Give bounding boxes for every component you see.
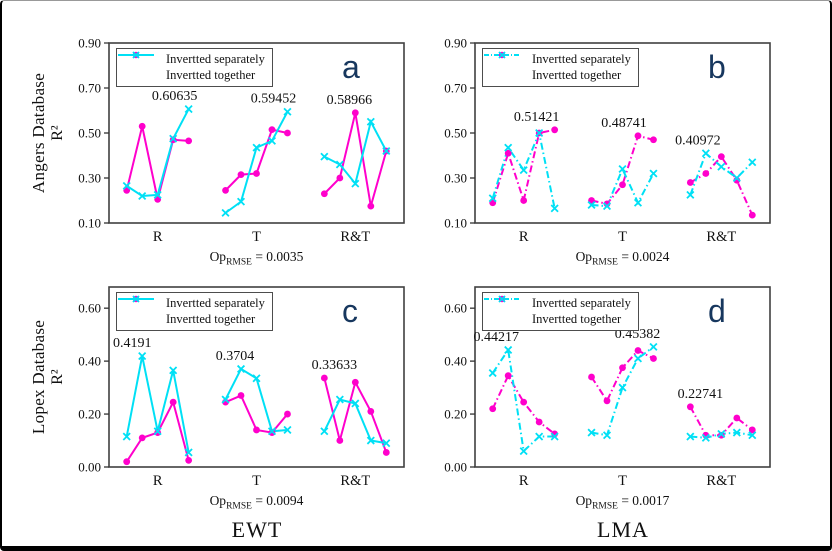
svg-text:0.40: 0.40 — [444, 354, 467, 369]
panel-d: 0.00 0.20 0.40 0.60 R T R&T 0.44217 0.45382 0.227… — [420, 281, 780, 531]
svg-text:R: R — [153, 473, 163, 489]
legend-label-separately: Invertted separately — [532, 296, 631, 310]
op-subscript: RMSE — [592, 501, 618, 512]
op-rmse-label: OpRMSE = 0.0094 — [109, 493, 404, 512]
svg-text:0.70: 0.70 — [444, 81, 467, 96]
op-prefix: Op — [209, 493, 227, 508]
svg-text:0.59452: 0.59452 — [251, 92, 297, 107]
svg-text:0.48741: 0.48741 — [601, 116, 647, 131]
legend-row-together: Invertted together — [118, 51, 265, 83]
svg-text:0.40972: 0.40972 — [675, 133, 721, 148]
legend-row-together: Invertted together — [484, 295, 631, 327]
legend-line-together-icon — [118, 51, 160, 82]
legend-label-separately: Invertted separately — [532, 52, 631, 66]
op-rmse-label: OpRMSE = 0.0017 — [475, 493, 770, 512]
panel-a: 0.10 0.30 0.50 0.70 0.90 R T R&T 0.60635 0.59452 0… — [54, 36, 414, 287]
svg-text:R&T: R&T — [340, 473, 370, 489]
panel-letter: b — [708, 49, 726, 85]
op-value: = 0.0035 — [255, 249, 304, 264]
svg-text:T: T — [252, 229, 261, 245]
column-title-ewt: EWT — [231, 517, 283, 542]
svg-text:0.70: 0.70 — [78, 81, 101, 96]
svg-text:0.58966: 0.58966 — [327, 93, 373, 108]
svg-text:0.3704: 0.3704 — [216, 349, 255, 364]
y-axis-database-label: Angers Database — [29, 72, 49, 194]
plot-d: 0.000.200.400.60R T R&T0.44217 0.453820.227… — [444, 286, 771, 489]
legend: Invertted separately Invertted together — [482, 292, 639, 331]
op-rmse-label: OpRMSE = 0.0024 — [475, 249, 770, 268]
plot-b: 0.10 0.30 0.50 0.70 0.90 R T R&T 0.51421 0.48741 0… — [444, 36, 771, 245]
legend-line-together-icon — [484, 295, 526, 326]
svg-text:T: T — [618, 229, 627, 245]
legend-label-together: Invertted together — [532, 68, 622, 83]
svg-text:T: T — [618, 473, 627, 489]
svg-text:0.20: 0.20 — [444, 407, 467, 422]
plot-a: 0.10 0.30 0.50 0.70 0.90 R T R&T 0.60635 0.59452 0… — [78, 36, 405, 245]
svg-text:0.90: 0.90 — [444, 36, 467, 51]
legend: Invertted separately Invertted together — [482, 48, 639, 87]
svg-text:0.51421: 0.51421 — [514, 110, 560, 125]
svg-text:R&T: R&T — [706, 473, 736, 489]
svg-text:0.50: 0.50 — [444, 126, 467, 141]
panel-letter: c — [342, 293, 358, 329]
svg-text:R: R — [519, 473, 529, 489]
legend: Invertted separately Invertted together — [116, 48, 273, 87]
legend-label-separately: Invertted separately — [166, 296, 265, 310]
op-prefix: Op — [575, 249, 593, 264]
svg-text:0.30: 0.30 — [78, 171, 101, 186]
panel-letter: d — [708, 293, 726, 329]
legend-label-together: Invertted together — [166, 68, 256, 83]
svg-text:0.33633: 0.33633 — [312, 358, 358, 373]
op-prefix: Op — [209, 249, 227, 264]
op-value: = 0.0094 — [255, 493, 304, 508]
svg-text:0.10: 0.10 — [444, 216, 467, 231]
svg-text:R&T: R&T — [706, 229, 736, 245]
svg-text:R&T: R&T — [340, 229, 370, 245]
legend-label-together: Invertted together — [166, 312, 256, 327]
op-rmse-label: OpRMSE = 0.0035 — [109, 249, 404, 268]
svg-text:0.90: 0.90 — [78, 36, 101, 51]
svg-text:R: R — [519, 229, 529, 245]
svg-text:0.10: 0.10 — [78, 216, 101, 231]
svg-text:0.00: 0.00 — [78, 460, 101, 475]
op-value: = 0.0017 — [621, 493, 670, 508]
op-subscript: RMSE — [226, 501, 252, 512]
svg-text:0.60: 0.60 — [444, 301, 467, 316]
legend-line-together-icon — [118, 295, 160, 326]
svg-text:0.22741: 0.22741 — [678, 387, 724, 402]
svg-text:R: R — [153, 229, 163, 245]
svg-text:0.20: 0.20 — [78, 407, 101, 422]
svg-text:0.50: 0.50 — [78, 126, 101, 141]
panel-c: 0.00 0.20 0.40 0.60 R T R&T 0.4191 0.3704 0.33633… — [54, 281, 414, 531]
legend-row-together: Invertted together — [118, 295, 265, 327]
svg-text:0.60635: 0.60635 — [152, 89, 198, 104]
legend-label-separately: Invertted separately — [166, 52, 265, 66]
y-axis-database-label: Lopex Database — [29, 319, 49, 435]
op-value: = 0.0024 — [621, 249, 670, 264]
svg-text:0.30: 0.30 — [444, 171, 467, 186]
svg-text:0.60: 0.60 — [78, 301, 101, 316]
svg-text:T: T — [252, 473, 261, 489]
panel-letter: a — [342, 49, 360, 85]
op-subscript: RMSE — [592, 257, 618, 268]
legend: Invertted separately Invertted together — [116, 292, 273, 331]
op-subscript: RMSE — [226, 257, 252, 268]
legend-line-together-icon — [484, 51, 526, 82]
svg-text:0.40: 0.40 — [78, 354, 101, 369]
svg-text:0.44217: 0.44217 — [473, 330, 519, 345]
legend-label-together: Invertted together — [532, 312, 622, 327]
column-title-lma: LMA — [597, 517, 649, 542]
plot-c: 0.00 0.20 0.40 0.60 R T R&T 0.4191 0.3704 0.33633 — [78, 286, 405, 489]
op-prefix: Op — [575, 493, 593, 508]
svg-text:0.00: 0.00 — [444, 460, 467, 475]
svg-text:0.4191: 0.4191 — [113, 336, 152, 351]
panel-b: 0.10 0.30 0.50 0.70 0.90 R T R&T 0.51421 0.48741 0… — [420, 36, 780, 287]
legend-row-together: Invertted together — [484, 51, 631, 83]
